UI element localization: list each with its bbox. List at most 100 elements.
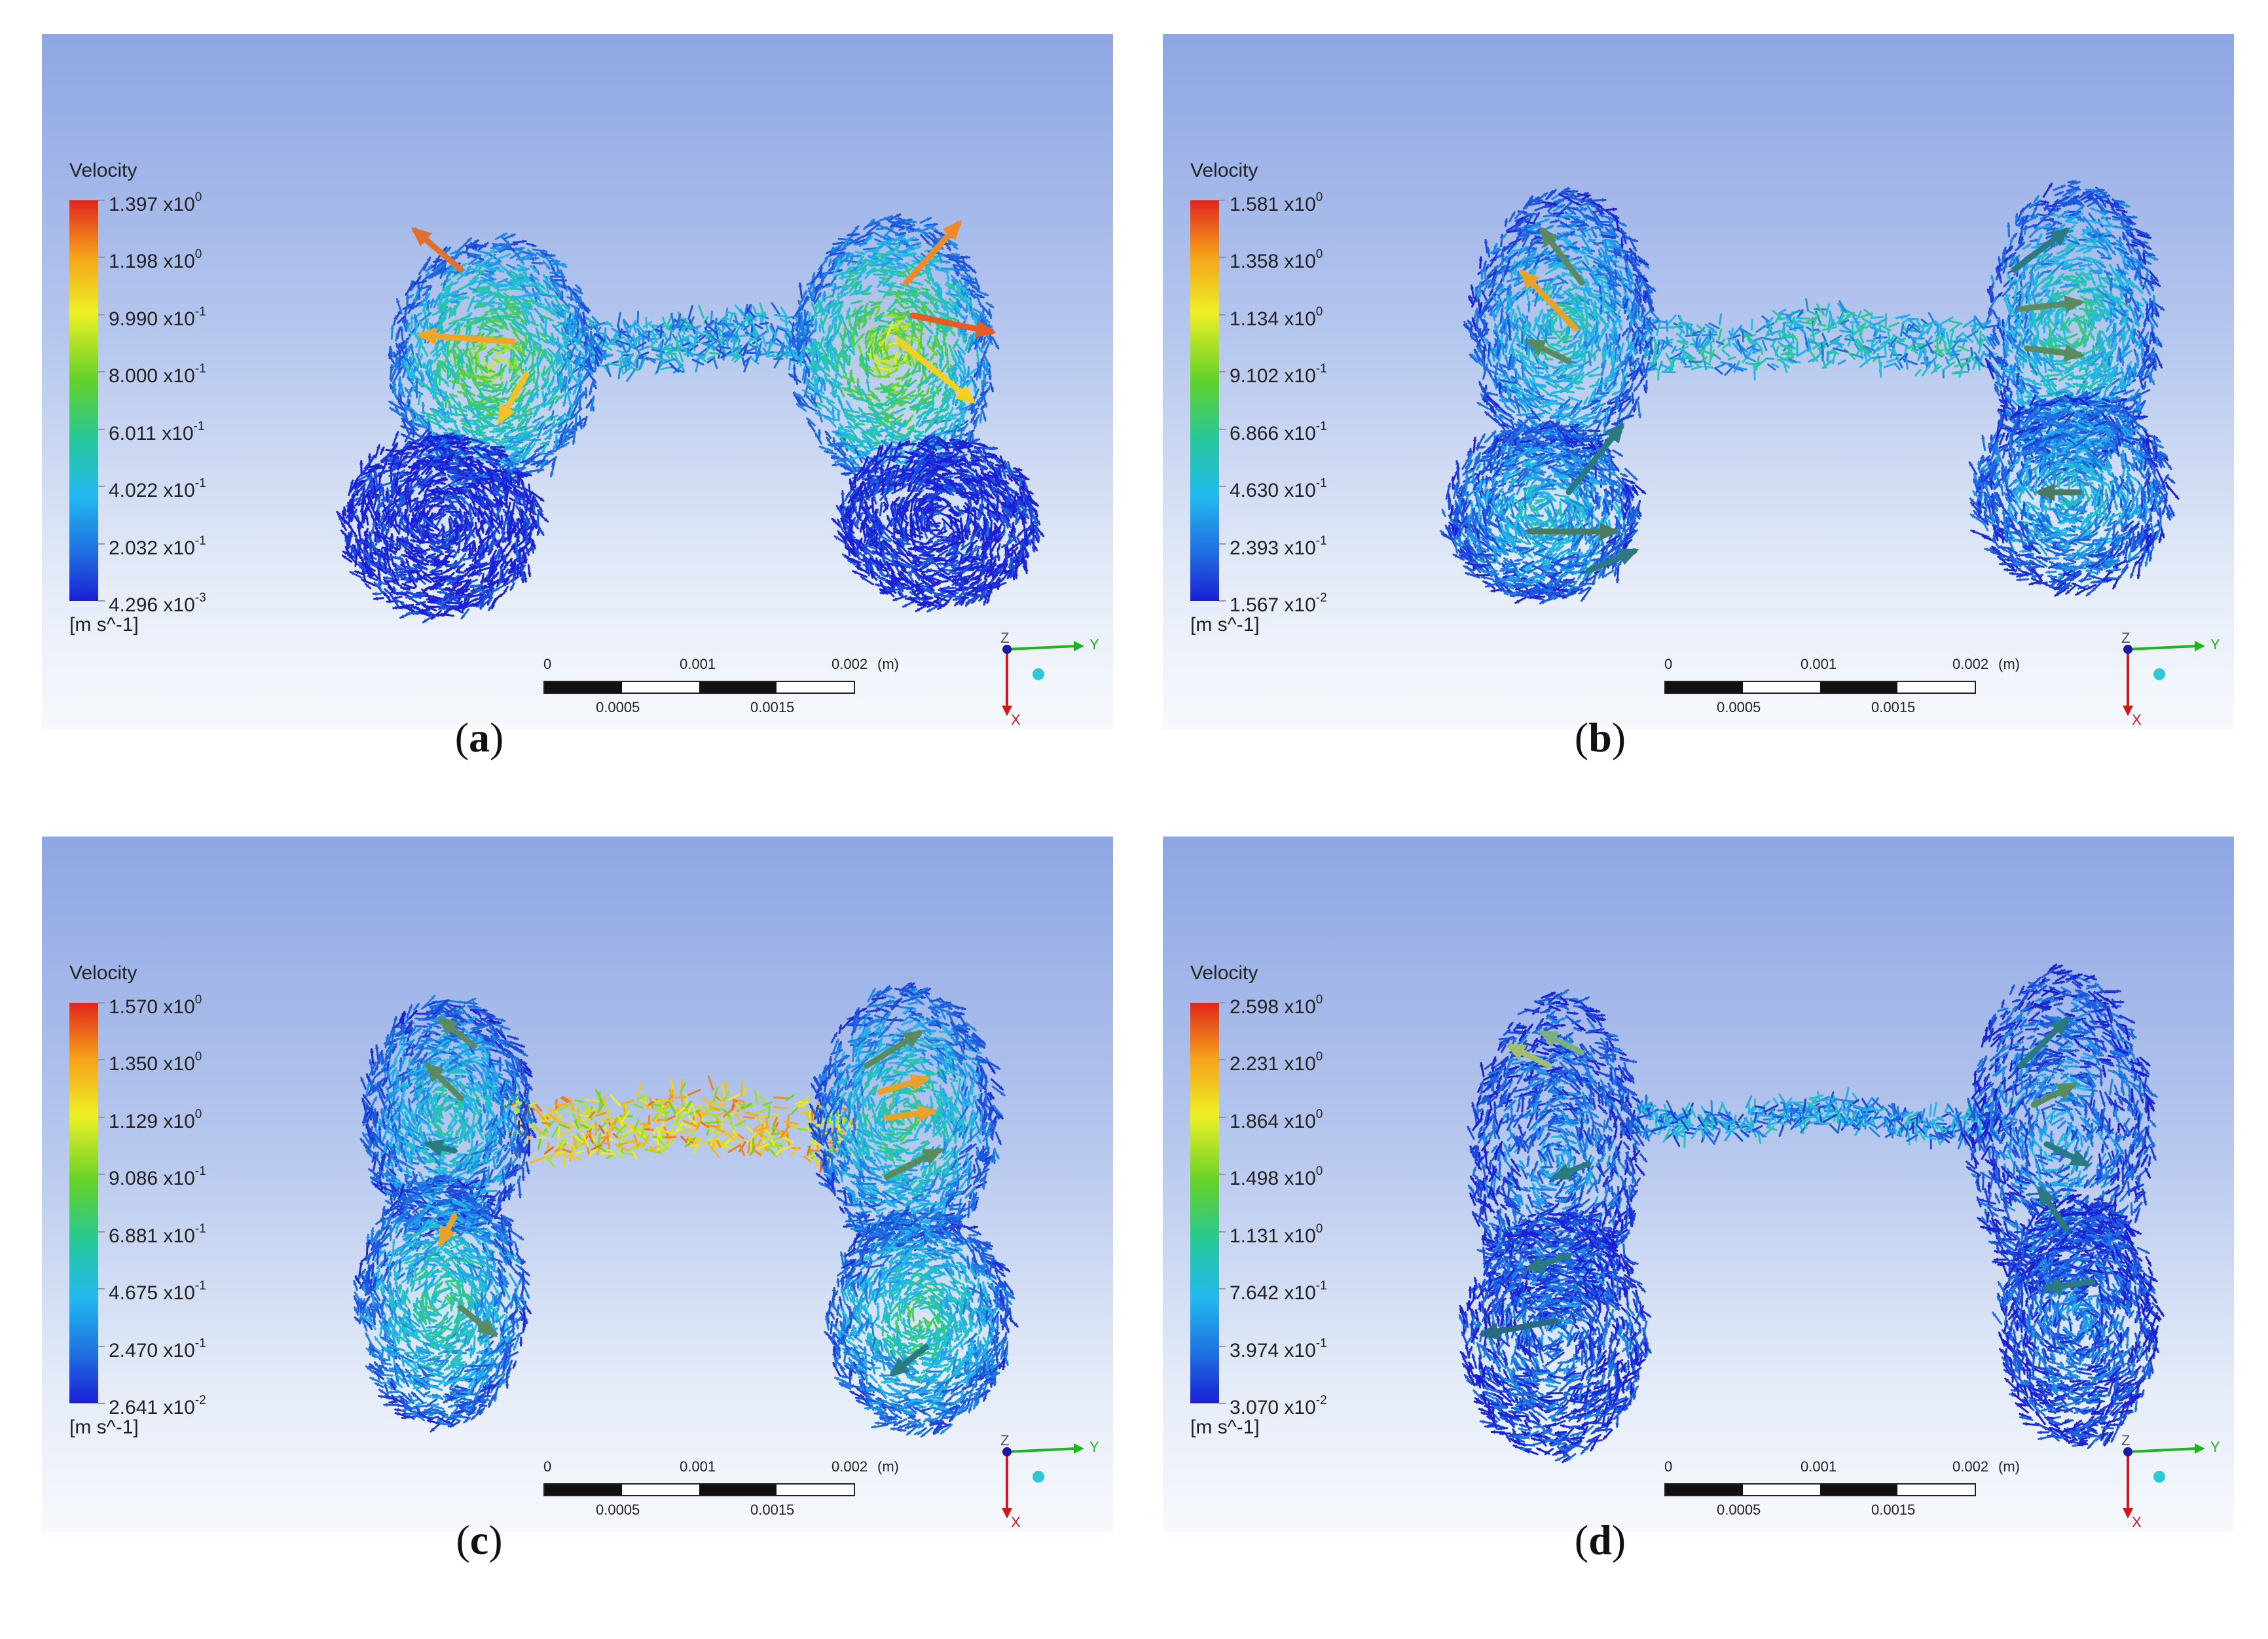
tick-exponent-base: x10 — [163, 1168, 194, 1189]
rotation-center-dot — [2153, 1471, 2165, 1483]
y-axis-label: Y — [2210, 636, 2220, 653]
tick-exponent: -1 — [195, 1222, 206, 1236]
flow-arrowhead — [2037, 1185, 2056, 1207]
tick-exponent: -2 — [1316, 1394, 1327, 1407]
chamber-vector-cloud — [353, 1174, 532, 1433]
colorbar-tick — [98, 200, 105, 201]
colorbar-tick-label: 1.498 x100 — [1230, 1163, 1323, 1190]
scale-segment — [777, 682, 854, 693]
scale-label-top: 0.002 — [832, 656, 868, 673]
tick-mantissa: 1.581 — [1230, 194, 1279, 215]
tick-mantissa: 6.011 — [109, 423, 156, 444]
tick-exponent-base: x10 — [1284, 308, 1315, 330]
tick-exponent: -1 — [1316, 420, 1327, 433]
scale-bar-segments — [1664, 681, 1976, 694]
flow-arrowhead — [2041, 1277, 2062, 1295]
velocity-vector-plot — [336, 213, 1045, 624]
y-axis-line — [2127, 645, 2198, 651]
tick-exponent: 0 — [1316, 993, 1323, 1007]
tick-exponent-base: x10 — [163, 594, 194, 616]
z-axis-label: Z — [1000, 630, 1009, 646]
legend-title: Velocity — [69, 160, 137, 182]
scale-label-top: 0 — [1664, 656, 1672, 673]
flow-arrowhead — [1537, 1030, 1560, 1047]
z-axis-dot — [1002, 645, 1012, 654]
rotation-center-dot — [1033, 668, 1044, 680]
scale-label-top: (m) — [1998, 1458, 2020, 1475]
chamber-vector-cloud — [808, 982, 1006, 1253]
scale-label-bottom: 0.0005 — [1717, 1502, 1761, 1519]
colorbar-tick-label: 1.570 x100 — [109, 992, 202, 1018]
scale-label-bottom: 0.0015 — [750, 1502, 794, 1519]
flow-arrowhead — [942, 220, 962, 241]
scale-segment — [545, 682, 622, 693]
tick-exponent-base: x10 — [1284, 1053, 1315, 1075]
flow-direction-arrows — [1478, 1016, 2096, 1341]
z-axis-label: Z — [1000, 1432, 1009, 1449]
y-axis-label: Y — [1089, 1439, 1099, 1455]
chamber-vector-cloud — [784, 213, 1000, 492]
scale-label-bottom: 0.0015 — [750, 699, 794, 716]
tick-exponent: 0 — [1316, 305, 1323, 319]
scale-segment — [1897, 1485, 1975, 1495]
scale-label-top: 0.002 — [1952, 1458, 1988, 1475]
flow-arrowhead — [922, 1148, 944, 1165]
tick-exponent-base: x10 — [163, 1340, 194, 1361]
flow-arrowhead — [1478, 1322, 1500, 1341]
chamber-vector-cloud — [388, 232, 606, 490]
flow-arrowhead — [1539, 226, 1559, 247]
tick-exponent-base: x10 — [1284, 594, 1315, 616]
tick-mantissa: 1.397 — [109, 194, 158, 215]
scale-label-bottom: 0.0015 — [1871, 1502, 1915, 1519]
chamber-vector-cloud — [336, 427, 549, 624]
tick-mantissa: 1.567 — [1230, 594, 1279, 616]
scale-label-top: 0.002 — [1952, 656, 1988, 673]
panel-caption: (c) — [381, 1516, 577, 1564]
scale-segment — [777, 1485, 854, 1495]
tick-mantissa: 4.022 — [109, 480, 158, 501]
flow-arrowhead — [2049, 1016, 2070, 1037]
tick-exponent: 0 — [195, 993, 202, 1007]
tick-exponent: -1 — [195, 1337, 206, 1350]
tick-exponent-base: x10 — [163, 194, 194, 215]
tick-exponent: 0 — [1316, 1108, 1323, 1121]
flow-arrowhead — [498, 403, 515, 425]
flow-arrowhead — [2056, 1083, 2078, 1100]
tick-exponent-base: x10 — [163, 537, 194, 559]
z-axis-dot — [1002, 1447, 1012, 1456]
tick-mantissa: 6.866 — [1230, 423, 1279, 444]
panel-caption: (a) — [381, 713, 577, 762]
flow-arrow — [418, 332, 517, 345]
flow-arrowhead — [439, 1225, 456, 1248]
scale-segment — [1666, 682, 1743, 693]
flow-arrowhead — [1519, 269, 1540, 290]
colorbar-tick-label: 1.864 x100 — [1230, 1106, 1323, 1133]
flow-arrowhead — [424, 1062, 445, 1083]
scale-bar-segments — [543, 681, 855, 694]
colorbar-tick — [98, 543, 105, 545]
chamber-vector-cloud — [1458, 1202, 1652, 1464]
colorbar-tick-label: 2.470 x10-1 — [109, 1335, 206, 1362]
axis-triad: Y X Z — [2121, 630, 2220, 728]
scale-segment — [622, 1485, 699, 1495]
velocity-plot-panel-b: Velocity 1.581 x100 1.358 x100 1.134 x100 9.… — [1163, 34, 2234, 729]
tick-mantissa: 2.641 — [109, 1397, 158, 1418]
scale-label-top: 0 — [1664, 1458, 1672, 1475]
legend-title: Velocity — [1190, 160, 1258, 182]
x-axis-label: X — [1011, 711, 1021, 728]
caption-open-paren: ( — [1575, 714, 1588, 761]
caption-letter: a — [469, 714, 490, 761]
viewport-background — [1163, 34, 2234, 729]
y-axis-line — [1006, 1447, 1077, 1453]
colorbar-tick-label: 2.641 x10-2 — [109, 1392, 206, 1419]
tick-mantissa: 9.086 — [109, 1168, 158, 1189]
tick-exponent-base: x10 — [1284, 1225, 1315, 1247]
caption-open-paren: ( — [1575, 1517, 1588, 1563]
colorbar-tick-label: 6.866 x10-1 — [1230, 418, 1327, 445]
chamber-vector-cloud — [1968, 390, 2180, 597]
tick-exponent: -2 — [1316, 591, 1327, 605]
colorbar-tick — [98, 428, 105, 430]
flow-arrowhead — [955, 384, 976, 405]
colorbar-tick-label: 1.358 x100 — [1230, 246, 1323, 273]
velocity-vector-plot — [1458, 964, 2165, 1464]
